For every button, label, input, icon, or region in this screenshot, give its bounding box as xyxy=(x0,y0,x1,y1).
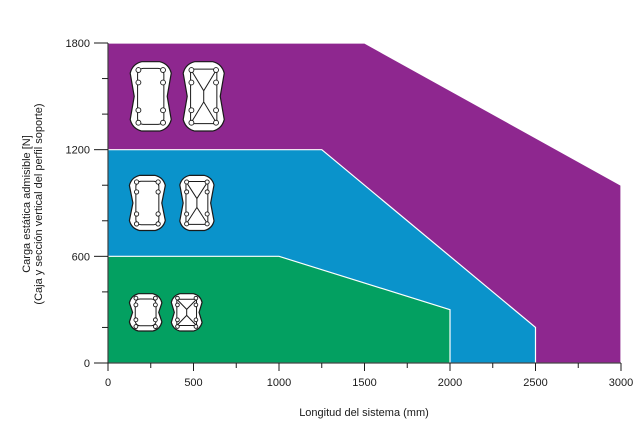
x-axis-label: Longitud del sistema (mm) xyxy=(299,407,429,419)
x-tick-label: 2500 xyxy=(523,377,547,389)
x-tick-label: 500 xyxy=(184,377,202,389)
chart-areas xyxy=(107,42,622,364)
profile-section-small-b-icon xyxy=(170,293,203,332)
y-tick-label: 1200 xyxy=(66,145,90,157)
y-axis-label: Carga estática admisible [N] xyxy=(21,135,33,273)
profile-section-medium-b-icon xyxy=(179,174,215,232)
chart-labels: Longitud del sistema (mm) Carga estática… xyxy=(21,103,429,419)
chart-icons xyxy=(128,61,225,332)
x-tick-label: 0 xyxy=(105,377,111,389)
x-tick-label: 1500 xyxy=(352,377,376,389)
y-axis-label-sub: (Caja y sección vertical del perfil sopo… xyxy=(33,103,45,304)
y-tick-label: 0 xyxy=(84,358,90,370)
profile-section-medium-a-icon xyxy=(128,174,166,232)
profile-section-large-a-icon xyxy=(129,61,172,132)
y-tick-label: 1800 xyxy=(66,38,90,50)
profile-section-large-b-icon xyxy=(182,61,225,132)
x-tick-label: 3000 xyxy=(609,377,633,389)
profile-section-small-a-icon xyxy=(128,293,163,332)
x-tick-label: 1000 xyxy=(267,377,291,389)
y-tick-label: 600 xyxy=(72,251,90,263)
chart-axes: 0 600 1200 1800 0 500 1000 1500 2000 2500 3000 xyxy=(66,38,634,389)
x-tick-label: 2000 xyxy=(438,377,462,389)
